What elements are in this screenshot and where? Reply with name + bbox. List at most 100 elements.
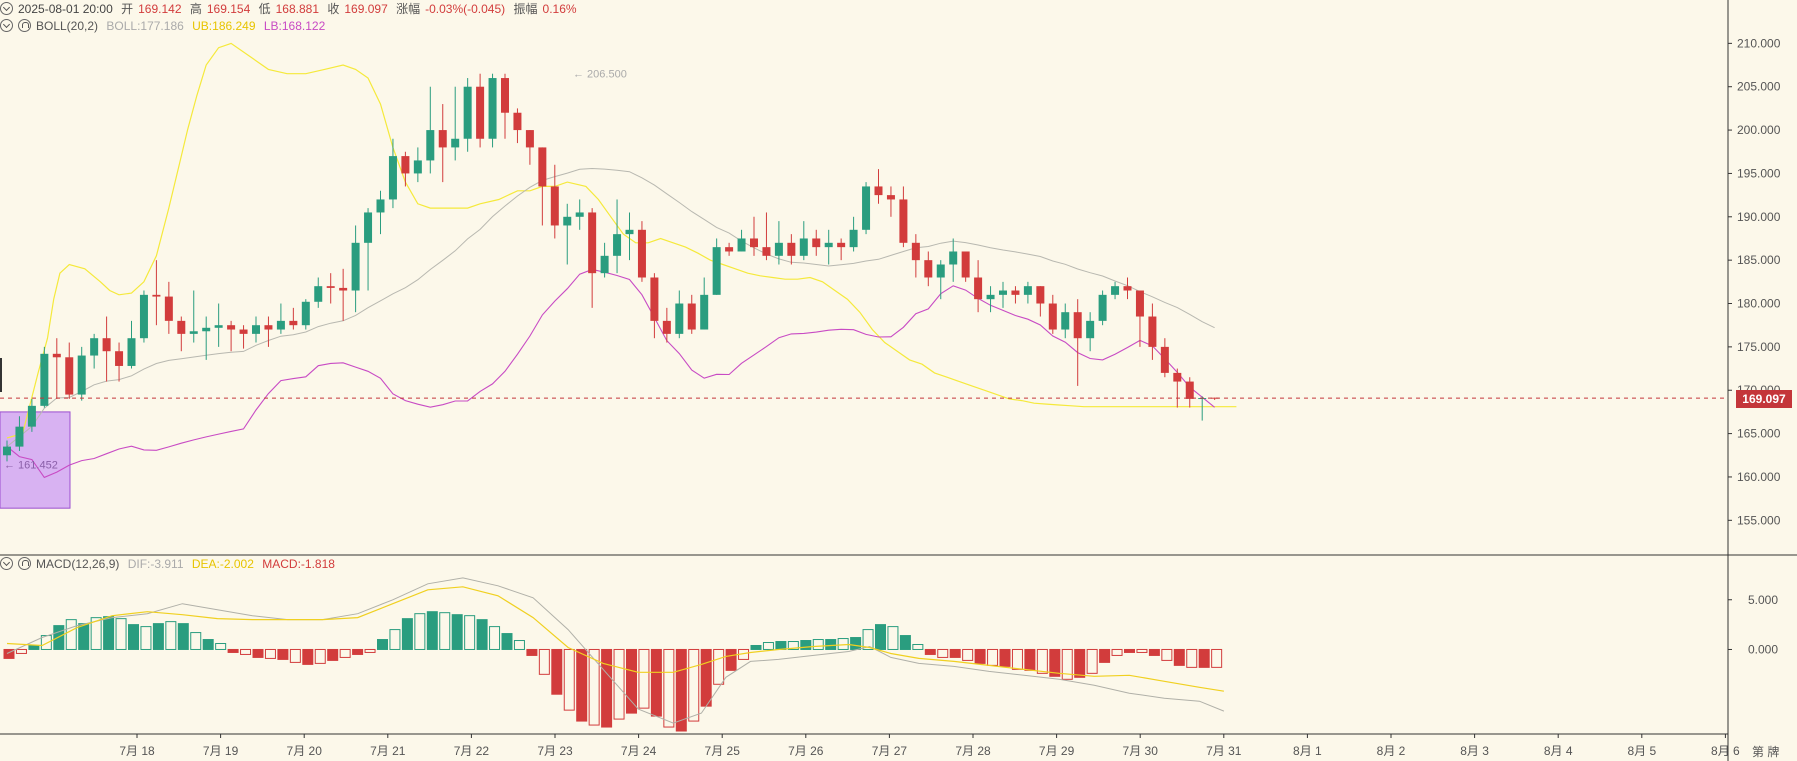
macd-dea-value: DEA:-2.002	[191, 557, 254, 571]
candle-up	[364, 212, 373, 243]
highlight-zone	[0, 411, 71, 509]
macd-bar-positive	[152, 623, 164, 650]
macd-bar-negative	[227, 648, 239, 653]
candle-down	[974, 277, 983, 300]
y-tick-label: 185.000	[1737, 253, 1781, 267]
candle-down	[588, 212, 597, 274]
macd-dea-line	[6, 586, 1224, 692]
candle-up	[1098, 294, 1107, 321]
bell-icon[interactable]	[18, 19, 31, 32]
candle-down	[1123, 286, 1132, 291]
high-label: 高	[189, 2, 202, 16]
candle-down	[874, 186, 883, 196]
macd-macd-value: MACD:-1.818	[262, 557, 335, 571]
macd-bar-negative	[949, 648, 961, 658]
candle-down	[911, 242, 920, 261]
macd-bar-negative	[538, 648, 550, 675]
candle-down	[1073, 312, 1082, 339]
candle-down	[1036, 286, 1045, 304]
macd-bar-positive	[476, 619, 488, 650]
y-tick-label: 190.000	[1737, 210, 1781, 224]
macd-bar-negative	[1049, 648, 1061, 677]
chevron-down-icon[interactable]	[0, 557, 13, 570]
candle-up	[675, 303, 684, 334]
x-tick-label: 7月 28	[955, 744, 991, 758]
macd-bar-negative	[1211, 648, 1223, 668]
macd-bar-positive	[426, 611, 438, 650]
candle-up	[127, 338, 136, 366]
candle-down	[1148, 316, 1157, 347]
amp-label: 振幅	[513, 2, 538, 16]
macd-bar-negative	[352, 648, 364, 655]
bell-icon[interactable]	[18, 557, 31, 570]
candle-up	[451, 138, 460, 148]
candle-down	[1160, 346, 1169, 373]
candle-down	[1185, 381, 1194, 399]
candle-up	[936, 264, 945, 278]
y-tick-label: 200.000	[1737, 123, 1781, 137]
macd-bar-positive	[775, 641, 787, 650]
boll-label[interactable]: BOLL(20,2)	[36, 19, 99, 33]
ohlc-header: 2025-08-01 20:00 开 169.142 高 169.154 低 168.…	[0, 0, 582, 18]
candle-down	[1011, 290, 1020, 295]
candle-up	[139, 294, 148, 339]
open-label: 开	[121, 2, 134, 16]
macd-header: MACD(12,26,9) DIF:-3.911 DEA:-2.002 MACD…	[0, 555, 340, 573]
candle-up	[824, 242, 833, 248]
y-tick-label: 205.000	[1737, 80, 1781, 94]
macd-bar-positive	[451, 614, 463, 650]
candle-down	[239, 329, 248, 334]
macd-bar-negative	[663, 648, 675, 728]
x-tick-label: 7月 22	[454, 744, 490, 758]
macd-bar-negative	[1173, 648, 1185, 666]
macd-bar-negative	[526, 648, 538, 656]
macd-bar-positive	[899, 635, 911, 650]
macd-bar-positive	[862, 629, 874, 650]
macd-bar-positive	[128, 624, 139, 650]
candle-up	[1086, 320, 1095, 339]
candle-down	[289, 320, 298, 326]
macd-bar-negative	[15, 648, 27, 654]
macd-bar-negative	[1024, 648, 1036, 671]
candle-up	[252, 325, 260, 334]
candle-down	[550, 186, 559, 226]
candle-down	[115, 351, 124, 366]
candle-down	[525, 130, 534, 148]
macd-bar-negative	[1124, 648, 1135, 653]
candle-up	[1111, 286, 1120, 295]
change-value: -0.03%(-0.045)	[425, 2, 506, 16]
macd-bar-negative	[1186, 648, 1198, 668]
macd-bar-negative	[987, 648, 999, 666]
candle-up	[301, 301, 310, 326]
high-value: 169.154	[206, 2, 251, 16]
candle-down	[837, 242, 846, 248]
macd-bar-negative	[725, 648, 737, 671]
candle-up	[276, 320, 285, 330]
candle-down	[513, 112, 522, 131]
macd-bar-negative	[638, 648, 650, 709]
macd-bar-negative	[1136, 648, 1148, 653]
x-tick-label: 7月 26	[788, 744, 824, 758]
boll-lb-value: LB:168.122	[263, 19, 326, 33]
macd-bar-positive	[414, 613, 426, 650]
close-label: 收	[327, 2, 340, 16]
macd-bar-positive	[912, 644, 924, 650]
last-price-tag: 169.097	[1736, 390, 1792, 408]
macd-bar-positive	[489, 626, 501, 650]
macd-bar-negative	[650, 648, 662, 717]
boll-ub-value: UB:186.249	[192, 19, 256, 33]
x-tick-label: 7月 23	[537, 744, 573, 758]
chevron-down-icon[interactable]	[0, 2, 13, 15]
macd-bar-negative	[339, 648, 351, 658]
candle-up	[388, 156, 397, 200]
candle-down	[177, 320, 186, 334]
macd-label[interactable]: MACD(12,26,9)	[36, 557, 120, 571]
macd-bar-positive	[28, 644, 40, 650]
x-tick-label: 7月 20	[287, 744, 323, 758]
candle-down	[501, 78, 509, 113]
chevron-down-icon[interactable]	[0, 19, 13, 32]
macd-bar-negative	[626, 648, 637, 714]
macd-bar-positive	[513, 640, 525, 650]
macd-bar-negative	[364, 648, 376, 653]
